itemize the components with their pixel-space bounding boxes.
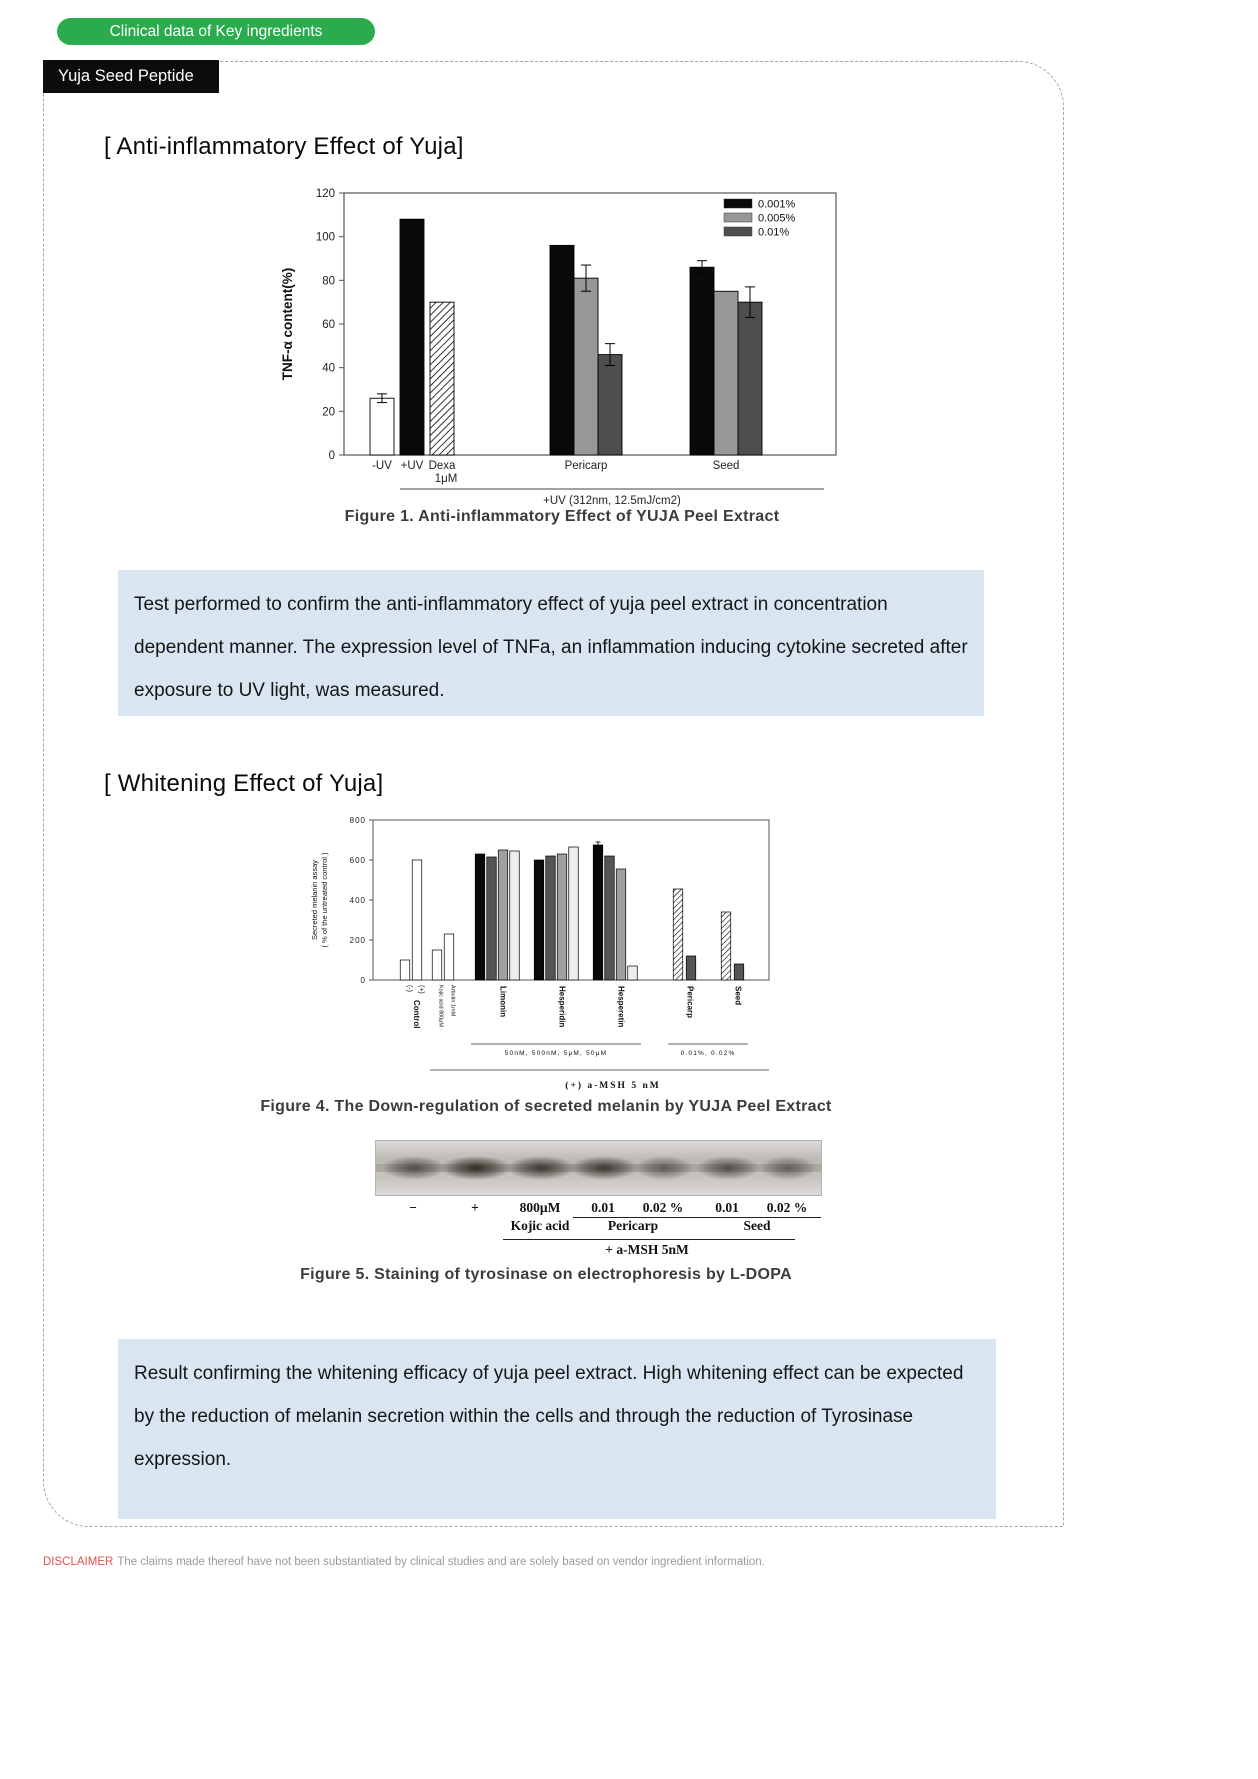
anti-inflammatory-description: Test performed to confirm the anti-infla… <box>134 594 968 701</box>
whitening-description-box: Result confirming the whitening efficacy… <box>118 1339 996 1519</box>
gel-band <box>696 1156 760 1180</box>
category-badge: Clinical data of Key ingredients <box>57 18 375 45</box>
svg-text:100: 100 <box>316 232 335 244</box>
svg-text:Dexa: Dexa <box>429 460 456 472</box>
svg-text:( % of the untreated control ): ( % of the untreated control ) <box>320 852 329 948</box>
svg-text:Secreted melanin assay: Secreted melanin assay <box>310 860 319 940</box>
svg-text:Kojic acid 800μM: Kojic acid 800μM <box>438 985 444 1027</box>
svg-text:400: 400 <box>350 896 366 905</box>
figure1-bar-chart: 0 20 40 60 80 100 120 TNF-α content(%) -UV +UV Dex… <box>280 188 837 507</box>
svg-text:Pericarp: Pericarp <box>686 986 695 1018</box>
gel-lane-label: + a-MSH 5nM <box>605 1242 689 1257</box>
gel-annotation-line <box>503 1239 795 1240</box>
svg-text:1μM: 1μM <box>435 473 458 485</box>
svg-text:Pericarp: Pericarp <box>565 460 608 472</box>
svg-text:+UV (312nm, 12.5mJ/cm2): +UV (312nm, 12.5mJ/cm2) <box>543 495 681 507</box>
gel-lane-label: Seed <box>743 1218 771 1233</box>
gel-band <box>382 1156 446 1180</box>
svg-text:TNF-α content(%): TNF-α content(%) <box>280 268 295 381</box>
gel-lane-label: 0.01 <box>591 1200 615 1215</box>
category-badge-label: Clinical data of Key ingredients <box>109 22 323 40</box>
gel-group-underline <box>573 1217 697 1218</box>
gel-band <box>569 1156 639 1180</box>
gel-lane-labels: − +800μM 0.01 0.02 % 0.01 0.02 % Kojic acid Per… <box>375 1201 822 1263</box>
disclaimer-text: The claims made thereof have not been su… <box>117 1556 765 1568</box>
anti-inflammatory-heading: [ Anti-inflammatory Effect of Yuja] <box>104 133 464 160</box>
content-frame <box>43 61 1064 1527</box>
svg-text:120: 120 <box>316 188 335 200</box>
gel-band <box>758 1156 818 1180</box>
gel-lane-label: 0.02 % <box>642 1200 684 1215</box>
gel-group-underline <box>697 1217 821 1218</box>
svg-text:(+) a-MSH 5 nM: (+) a-MSH 5 nM <box>565 1080 660 1091</box>
svg-text:0.01%: 0.01% <box>758 227 789 239</box>
gel-lane-label: + <box>471 1200 479 1215</box>
whitening-heading: [ Whitening Effect of Yuja] <box>104 770 384 797</box>
gel-band <box>634 1156 694 1180</box>
svg-text:-UV: -UV <box>372 460 392 472</box>
svg-text:800: 800 <box>350 816 366 825</box>
svg-text:0.001%: 0.001% <box>758 199 796 211</box>
figure4-caption: Figure 4. The Down-regulation of secrete… <box>260 1098 832 1115</box>
gel-lane-label: − <box>409 1200 417 1215</box>
svg-text:50nM, 500nM, 5μM, 50μM: 50nM, 500nM, 5μM, 50μM <box>505 1050 608 1057</box>
gel-band <box>439 1156 513 1180</box>
gel-electrophoresis-image <box>375 1140 822 1196</box>
ingredient-badge-label: Yuja Seed Peptide <box>58 67 194 85</box>
figure1-caption: Figure 1. Anti-inflammatory Effect of YU… <box>344 508 780 525</box>
svg-text:Seed: Seed <box>734 986 743 1005</box>
svg-text:20: 20 <box>322 406 335 418</box>
gel-lane-label: Kojic acid <box>510 1218 570 1233</box>
figure4-bar-chart: 0 200 400 600 800 Secreted melanin assay( % o… <box>310 816 770 1091</box>
svg-text:Control: Control <box>412 1000 421 1028</box>
svg-text:60: 60 <box>322 319 335 331</box>
svg-text:600: 600 <box>350 856 366 865</box>
figure5-caption: Figure 5. Staining of tyrosinase on elec… <box>300 1266 792 1283</box>
svg-text:Hesperetin: Hesperetin <box>616 986 625 1027</box>
disclaimer: DISCLAIMER The claims made thereof have n… <box>43 1556 765 1568</box>
whitening-description: Result confirming the whitening efficacy… <box>134 1363 964 1470</box>
gel-band <box>506 1156 576 1180</box>
ingredient-badge: Yuja Seed Peptide <box>43 60 219 93</box>
svg-text:Seed: Seed <box>713 460 740 472</box>
gel-lane-label: 800μM <box>519 1200 561 1215</box>
gel-bands <box>376 1141 821 1195</box>
svg-text:Arbutin 1mM: Arbutin 1mM <box>450 985 456 1017</box>
svg-text:(-): (-) <box>406 985 413 992</box>
svg-text:200: 200 <box>350 936 366 945</box>
svg-text:+UV: +UV <box>401 460 424 472</box>
svg-text:40: 40 <box>322 363 335 375</box>
svg-text:0.01%, 0.02%: 0.01%, 0.02% <box>681 1050 736 1057</box>
svg-text:Limonin: Limonin <box>498 986 507 1017</box>
gel-lane-label: 0.01 <box>715 1200 739 1215</box>
anti-inflammatory-description-box: Test performed to confirm the anti-infla… <box>118 570 984 716</box>
svg-text:0.005%: 0.005% <box>758 213 796 225</box>
svg-text:Hesperidin: Hesperidin <box>557 986 566 1027</box>
svg-text:0: 0 <box>329 450 335 462</box>
gel-lane-label: Pericarp <box>607 1218 659 1233</box>
disclaimer-label: DISCLAIMER <box>43 1556 114 1568</box>
gel-lane-label: 0.02 % <box>766 1200 808 1215</box>
svg-text:80: 80 <box>322 275 335 287</box>
svg-text:0: 0 <box>361 976 366 985</box>
svg-text:(+): (+) <box>418 985 425 994</box>
